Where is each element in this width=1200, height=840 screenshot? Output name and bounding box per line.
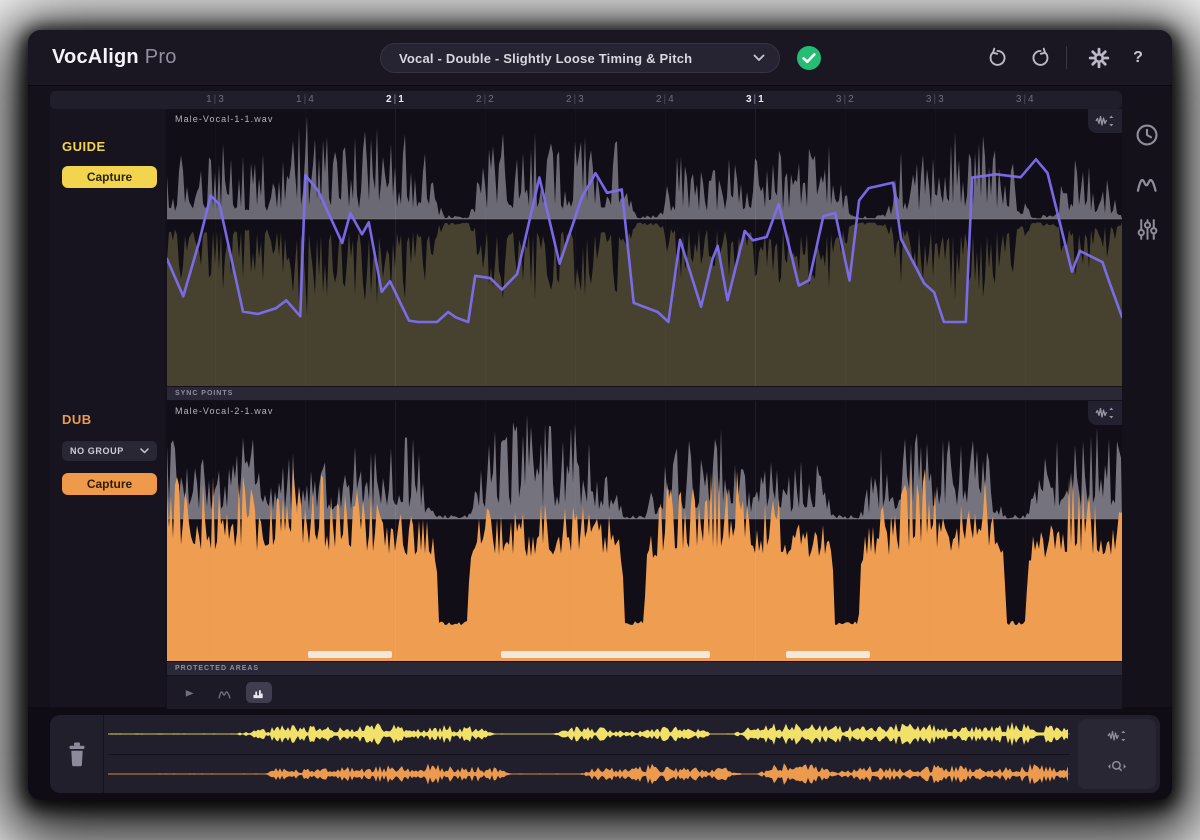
guide-track-waveform[interactable]: Male-Vocal-1-1.wav [167,109,1122,386]
dub-group-dropdown[interactable]: NO GROUP [62,441,157,461]
preset-dropdown[interactable]: Vocal - Double - Slightly Loose Timing &… [380,43,780,73]
dub-track-waveform[interactable]: Male-Vocal-2-1.wav [167,401,1122,661]
protected-area-marker [308,651,392,658]
clock-icon [1134,122,1160,148]
ruler-tick: 3|4 [1016,91,1034,109]
protected-area-marker [786,651,870,658]
guide-fit-button[interactable] [1088,109,1122,133]
horizontal-zoom-icon [1105,759,1129,774]
chevron-down-icon [140,448,149,454]
guide-clip-waveform [108,717,1070,751]
clip-zoom-button[interactable] [1105,759,1129,779]
preset-value: Vocal - Double - Slightly Loose Timing &… [399,51,753,66]
ruler-tick: 3|2 [836,91,854,109]
ruler-tick: 1|4 [296,91,314,109]
waveform-fit-icon [1095,114,1115,128]
dub-waveform-svg [167,401,1122,661]
brand-name: VocAlign [52,46,139,69]
sync-points-strip: SYNC POINTS [167,387,1122,400]
waveform-fit-icon [1095,406,1115,420]
waveform-mode-button[interactable] [246,682,272,703]
panel-divider [103,715,104,793]
plugin-window: VocAlign Pro Vocal - Double - Slightly L… [28,30,1172,800]
settings-tool-button[interactable] [1131,213,1163,245]
clips-panel [50,715,1160,793]
clip-fit-button[interactable] [1107,729,1127,748]
clip-lanes [108,715,1070,793]
dub-section-label: DUB [62,412,155,427]
pitch-squiggle-icon [1135,170,1159,194]
timing-tool-button[interactable] [1131,119,1163,151]
top-bar: VocAlign Pro Vocal - Double - Slightly L… [28,30,1172,86]
gear-icon [1088,47,1110,69]
timeline-ruler: 1|3 1|4 2|1 2|2 2|3 2|4 3|1 3|2 3|3 3|4 [50,91,1122,109]
dub-clip-waveform [108,757,1070,791]
ruler-tick: 2|1 [386,91,404,109]
dub-filename: Male-Vocal-2-1.wav [175,406,273,416]
clip-tools-chip [1078,719,1156,789]
dub-group-value: NO GROUP [70,446,140,456]
protected-areas-label: PROTECTED AREAS [175,665,259,672]
waveform-fit-icon [1107,729,1127,743]
sliders-icon [1136,217,1159,242]
process-status-badge[interactable] [796,45,822,71]
sync-points-label: SYNC POINTS [175,390,233,397]
dub-clip-lane[interactable] [108,754,1070,794]
ruler-tick: 3|3 [926,91,944,109]
delete-clip-button[interactable] [50,715,103,793]
settings-button[interactable] [1088,47,1110,69]
trash-icon [65,741,89,768]
redo-button[interactable] [1030,47,1052,69]
dub-capture-button[interactable]: Capture [62,473,157,495]
transient-mode-button[interactable] [176,682,202,703]
help-button[interactable]: ? [1128,30,1148,85]
right-tool-rail [1122,119,1172,245]
left-sidebar: GUIDE Capture DUB NO GROUP Capture [50,109,165,707]
undo-button[interactable] [986,47,1008,69]
check-circle-icon [796,45,822,71]
dub-fit-button[interactable] [1088,401,1122,425]
toolbar-divider [1066,46,1067,69]
guide-capture-button[interactable]: Capture [62,166,157,188]
track-column: Male-Vocal-1-1.wav SYNC POINTS Male-Voca… [167,109,1122,709]
app-logo: VocAlign Pro [52,30,177,85]
pitch-squiggle-icon [217,686,232,700]
protected-areas-strip: PROTECTED AREAS [167,662,1122,675]
chevron-down-icon [753,54,765,62]
pitch-mode-button[interactable] [211,682,237,703]
guide-filename: Male-Vocal-1-1.wav [175,114,273,124]
main-area: 1|3 1|4 2|1 2|2 2|3 2|4 3|1 3|2 3|3 3|4 GUIDE Cap… [28,86,1172,707]
brand-suffix: Pro [145,46,177,69]
display-mode-row [167,676,1122,709]
clip-bar [28,707,1172,800]
ruler-tick: 1|3 [206,91,224,109]
pitch-tool-button[interactable] [1131,166,1163,198]
play-mode-icon [183,686,196,699]
guide-section-label: GUIDE [62,139,155,154]
guide-clip-lane[interactable] [108,715,1070,754]
waveform-bars-icon [252,687,266,699]
protected-area-marker [501,651,710,658]
ruler-tick: 2|2 [476,91,494,109]
ruler-tick: 3|1 [746,91,764,109]
guide-waveform-svg [167,109,1122,386]
ruler-tick: 2|4 [656,91,674,109]
redo-icon [1030,47,1052,69]
ruler-tick: 2|3 [566,91,584,109]
undo-icon [986,47,1008,69]
